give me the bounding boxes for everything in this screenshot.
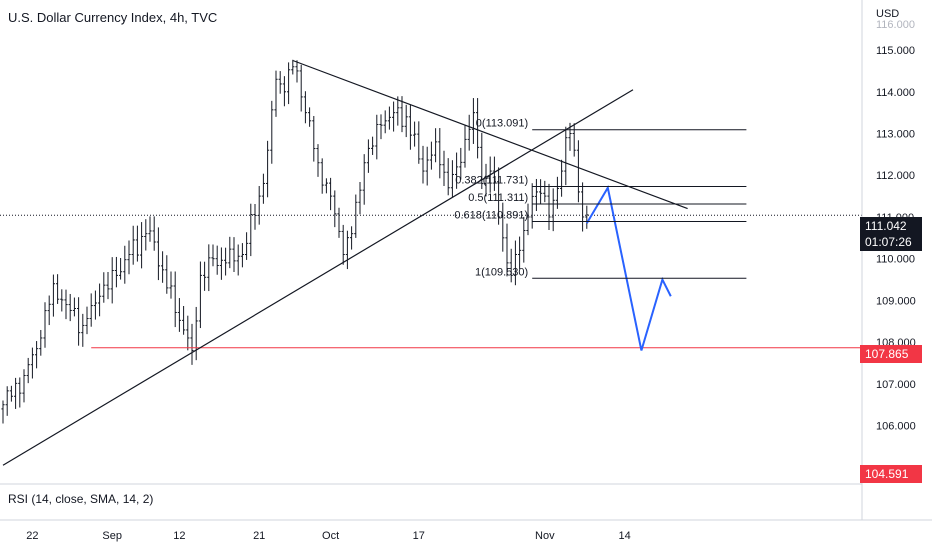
- low-price-badge: 104.591: [860, 465, 922, 483]
- time-tick-label: 12: [173, 530, 185, 542]
- bar-countdown: 01:07:26: [865, 235, 912, 249]
- fibonacci-level-label: 0.5(111.311): [468, 192, 528, 204]
- ascending-support-trendline: [2, 89, 634, 466]
- price-tick-label: 107.000: [876, 379, 916, 391]
- price-tick-label: 115.000: [876, 45, 915, 57]
- price-tick-label: 110.000: [876, 254, 915, 266]
- time-axis-labels[interactable]: 22 Sep 12 21 Oct 17 Nov 14: [26, 530, 630, 542]
- fibonacci-level-label: 0.382(111.731): [455, 174, 528, 186]
- fibonacci-level-label: 0.618(110.891): [454, 210, 528, 222]
- support-price-badge: 107.865: [860, 345, 922, 363]
- price-axis-labels[interactable]: 106.000107.000108.000109.000110.000111.0…: [876, 45, 916, 433]
- price-tick-label: 112.000: [876, 170, 915, 182]
- price-tick-label: 106.000: [876, 421, 916, 433]
- chart-title: U.S. Dollar Currency Index, 4h, TVC: [8, 10, 218, 25]
- fibonacci-level-label: 0(113.091): [476, 118, 528, 130]
- candles-layer: [1, 59, 589, 424]
- time-tick-label: 21: [253, 530, 265, 542]
- price-tick-label: 114.000: [876, 87, 915, 99]
- fibonacci-layer: 0(113.091) 0.382(111.731) 0.5(111.311) 0.61…: [454, 118, 747, 279]
- price-tick-label: 113.000: [876, 129, 915, 141]
- rsi-indicator-label[interactable]: RSI (14, close, SMA, 14, 2): [8, 492, 154, 506]
- time-tick-label: Sep: [102, 530, 122, 542]
- projection-path: [585, 185, 672, 351]
- truncated-top-price-label: 116.000: [876, 19, 915, 31]
- current-price-value: 111.042: [865, 219, 907, 233]
- fibonacci-level-label: 1(109.530): [475, 266, 528, 278]
- time-tick-label: Oct: [322, 530, 339, 542]
- time-tick-label: 14: [618, 530, 630, 542]
- time-tick-label: Nov: [535, 530, 555, 542]
- descending-resistance-trendline: [292, 59, 688, 210]
- drawings-layer: [0, 59, 862, 466]
- current-price-badge: 111.042 01:07:26: [860, 217, 922, 251]
- price-tick-label: 109.000: [876, 295, 916, 307]
- time-tick-label: 22: [26, 530, 38, 542]
- currency-label: USD: [876, 8, 900, 20]
- time-tick-label: 17: [413, 530, 425, 542]
